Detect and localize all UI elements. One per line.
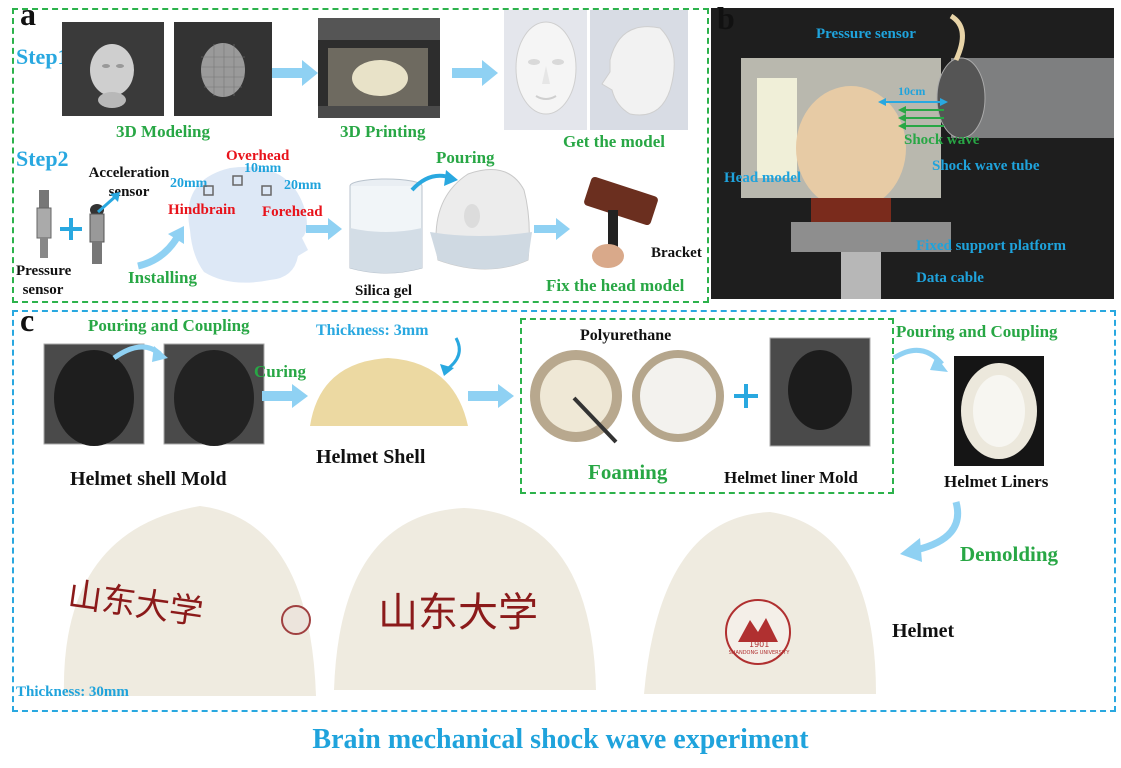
label-helmet-shell: Helmet Shell [316,446,426,468]
panel-b-letter: b [717,0,735,36]
university-seal-text: SHANDONG UNIVERSITY [728,650,790,656]
label-hindbrain: Hindbrain [168,202,236,218]
label-pouring-coupling-2: Pouring and Coupling [896,322,1058,341]
label-b-data-cable: Data cable [916,270,984,286]
arrow-to-accel-label [97,192,120,214]
label-helmet-liner-mold: Helmet liner Mold [724,468,858,487]
model-side-photo [590,10,688,130]
figure-title: Brain mechanical shock wave experiment [312,724,809,755]
foaming-frame [520,318,894,494]
label-b-10cm: 10cm [898,84,926,98]
pouring-head-model [430,169,532,270]
label-demolding: Demolding [960,542,1059,566]
label-pouring-coupling-1: Pouring and Coupling [88,316,250,335]
calligraphy-2: 山东大学 [378,590,538,636]
3d-printing-photo [318,18,440,118]
label-thickness-3mm: Thickness: 3mm [316,322,429,339]
arrow-demolding [900,501,961,562]
label-b-pressure-sensor: Pressure sensor [816,26,916,42]
label-b-head-model: Head model [724,170,802,186]
label-pressure-sensor: Pressure sensor [16,263,72,298]
helmet-photo-2 [334,508,596,690]
label-helmet-shell-mold: Helmet shell Mold [70,468,227,490]
sensor-position-markers [203,175,272,196]
3d-model-screen-2 [174,22,272,116]
label-helmet-liners: Helmet Liners [944,472,1049,491]
label-polyurethane: Polyurethane [580,327,672,344]
helmet-liner-mold [769,337,871,447]
university-seal-year: 1901 [749,640,770,649]
shock-wave-arrows [898,106,944,130]
helmet-photo-1 [63,506,317,696]
panel-a-frame [12,8,709,303]
label-fix-head-model: Fix the head model [546,276,685,295]
arrow-coupling-1 [112,344,168,362]
label-10mm: 10mm [244,161,282,176]
panel-a-letter: a [20,0,36,32]
polyurethane-bowl-1 [530,350,622,444]
panel-c-frame [12,310,1116,712]
helmet-shell-mold-1 [43,343,145,446]
polyurethane-bowl-2 [632,350,724,442]
label-b-fixed-support: Fixed support platform [916,238,1066,254]
label-acceleration-sensor: Acceleration sensor [88,165,170,200]
label-installing: Installing [128,268,197,287]
arrow-pouring [410,170,458,192]
panel-b-photo [711,8,1114,299]
helmet-liners-photo [954,356,1044,466]
distance-arrow [878,98,948,106]
label-silica-gel: Silica gel [355,283,413,299]
plus-icon-foaming [734,384,758,408]
label-3d-modeling: 3D Modeling [116,122,210,141]
label-thickness-30mm: Thickness: 30mm [16,684,129,700]
helmet-photo-3 [644,512,876,694]
label-curing: Curing [254,362,306,381]
silica-gel-container [349,178,423,274]
3d-model-screen-1 [62,22,164,116]
arrow-coupling-2 [892,347,948,372]
arrow-thickness-3mm [440,337,461,376]
helmet-shell-photo [310,358,468,426]
label-overhead: Overhead [226,148,290,164]
label-foaming: Foaming [588,460,668,484]
arrow-printing-to-model [452,60,498,86]
label-b-shock-wave: Shock wave [904,132,980,148]
label-3d-printing: 3D Printing [340,122,426,141]
arrow-modeling-to-printing [272,60,318,86]
step1-label: Step1 [16,44,69,69]
label-forehead: Forehead [262,204,323,220]
bracket-photo [584,176,658,268]
arrow-to-silica [306,218,342,240]
acceleration-sensor-icon [89,204,105,264]
label-helmet: Helmet [892,620,955,642]
label-20mm-right: 20mm [284,178,322,193]
panel-c-letter: c [20,302,35,338]
arrow-to-bracket [534,218,570,240]
label-20mm-left: 20mm [170,176,208,191]
step2-label: Step2 [16,146,69,171]
head-silhouette [188,166,308,283]
arrow-installing [137,226,184,270]
pressure-sensor-icon [36,190,52,258]
label-b-shock-wave-tube: Shock wave tube [932,158,1040,174]
label-pouring: Pouring [436,148,495,167]
label-bracket: Bracket [651,245,702,261]
model-front-photo [504,10,587,130]
plus-icon [60,218,82,240]
arrow-to-foaming [468,384,514,408]
helmet-shell-mold-2 [163,343,265,446]
label-get-model: Get the model [563,132,665,151]
arrow-curing [262,384,308,408]
